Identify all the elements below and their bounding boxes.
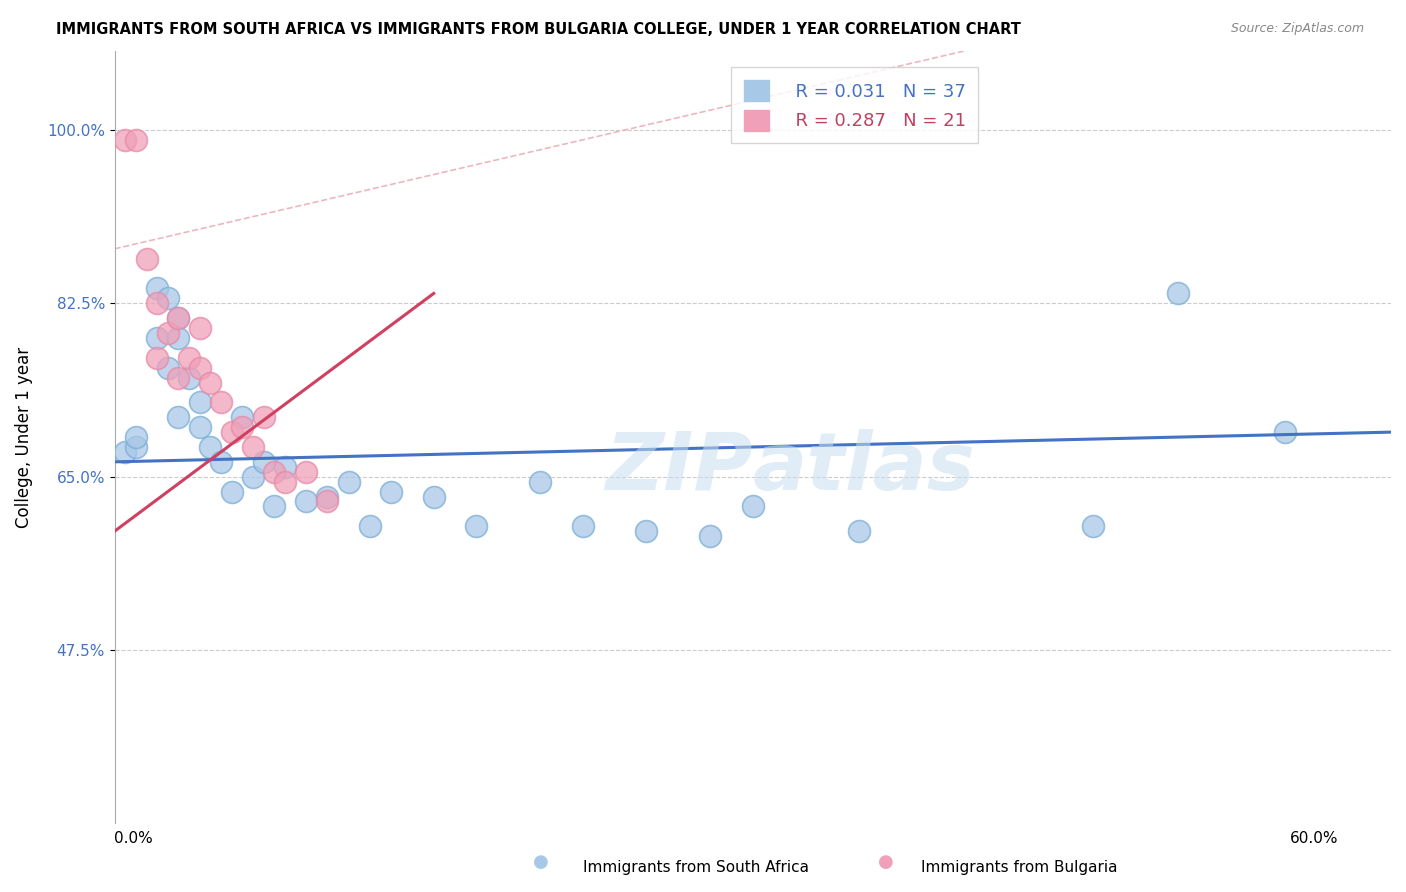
Text: ●: ●: [533, 853, 550, 871]
Text: 60.0%: 60.0%: [1291, 831, 1339, 846]
Point: [200, 440, 222, 454]
Point: [221, 425, 243, 439]
Point: [146, 331, 169, 345]
Point: [231, 410, 253, 425]
Y-axis label: College, Under 1 year: College, Under 1 year: [15, 346, 32, 528]
Point: [295, 494, 318, 508]
Point: [114, 133, 136, 147]
Point: [146, 351, 169, 365]
Point: [263, 500, 285, 514]
Point: [156, 291, 179, 305]
Point: [252, 455, 274, 469]
Point: [188, 360, 211, 375]
Point: [177, 351, 200, 365]
Point: [167, 311, 190, 326]
Text: Source: ZipAtlas.com: Source: ZipAtlas.com: [1230, 22, 1364, 36]
Legend:   R = 0.031   N = 37,   R = 0.287   N = 21: R = 0.031 N = 37, R = 0.287 N = 21: [731, 68, 979, 144]
Point: [156, 326, 179, 340]
Point: [242, 469, 264, 483]
Point: [200, 376, 222, 390]
Text: ●: ●: [877, 853, 894, 871]
Point: [242, 440, 264, 454]
Point: [209, 395, 232, 409]
Text: Immigrants from Bulgaria: Immigrants from Bulgaria: [921, 860, 1118, 874]
Point: [188, 420, 211, 434]
Point: [167, 331, 190, 345]
Point: [1083, 519, 1105, 533]
Point: [274, 475, 297, 489]
Point: [1274, 425, 1296, 439]
Point: [263, 465, 285, 479]
Point: [337, 475, 360, 489]
Point: [177, 370, 200, 384]
Point: [125, 430, 148, 444]
Point: [135, 252, 157, 266]
Point: [571, 519, 593, 533]
Point: [274, 459, 297, 474]
Point: [295, 465, 318, 479]
Point: [146, 281, 169, 295]
Point: [359, 519, 381, 533]
Point: [146, 296, 169, 310]
Point: [529, 475, 551, 489]
Point: [741, 500, 763, 514]
Text: Immigrants from South Africa: Immigrants from South Africa: [583, 860, 810, 874]
Point: [167, 410, 190, 425]
Point: [316, 490, 339, 504]
Point: [125, 133, 148, 147]
Point: [231, 420, 253, 434]
Text: ZIP: ZIP: [606, 429, 752, 507]
Text: IMMIGRANTS FROM SOUTH AFRICA VS IMMIGRANTS FROM BULGARIA COLLEGE, UNDER 1 YEAR C: IMMIGRANTS FROM SOUTH AFRICA VS IMMIGRAN…: [56, 22, 1021, 37]
Point: [252, 410, 274, 425]
Point: [114, 445, 136, 459]
Point: [465, 519, 488, 533]
Point: [699, 529, 721, 543]
Point: [167, 370, 190, 384]
Point: [221, 484, 243, 499]
Text: atlas: atlas: [752, 429, 976, 507]
Point: [848, 524, 870, 539]
Point: [316, 494, 339, 508]
Point: [188, 395, 211, 409]
Point: [422, 490, 444, 504]
Point: [380, 484, 402, 499]
Point: [188, 321, 211, 335]
Point: [636, 524, 658, 539]
Point: [1167, 286, 1189, 301]
Text: 0.0%: 0.0%: [114, 831, 153, 846]
Point: [156, 360, 179, 375]
Point: [125, 440, 148, 454]
Point: [167, 311, 190, 326]
Point: [209, 455, 232, 469]
